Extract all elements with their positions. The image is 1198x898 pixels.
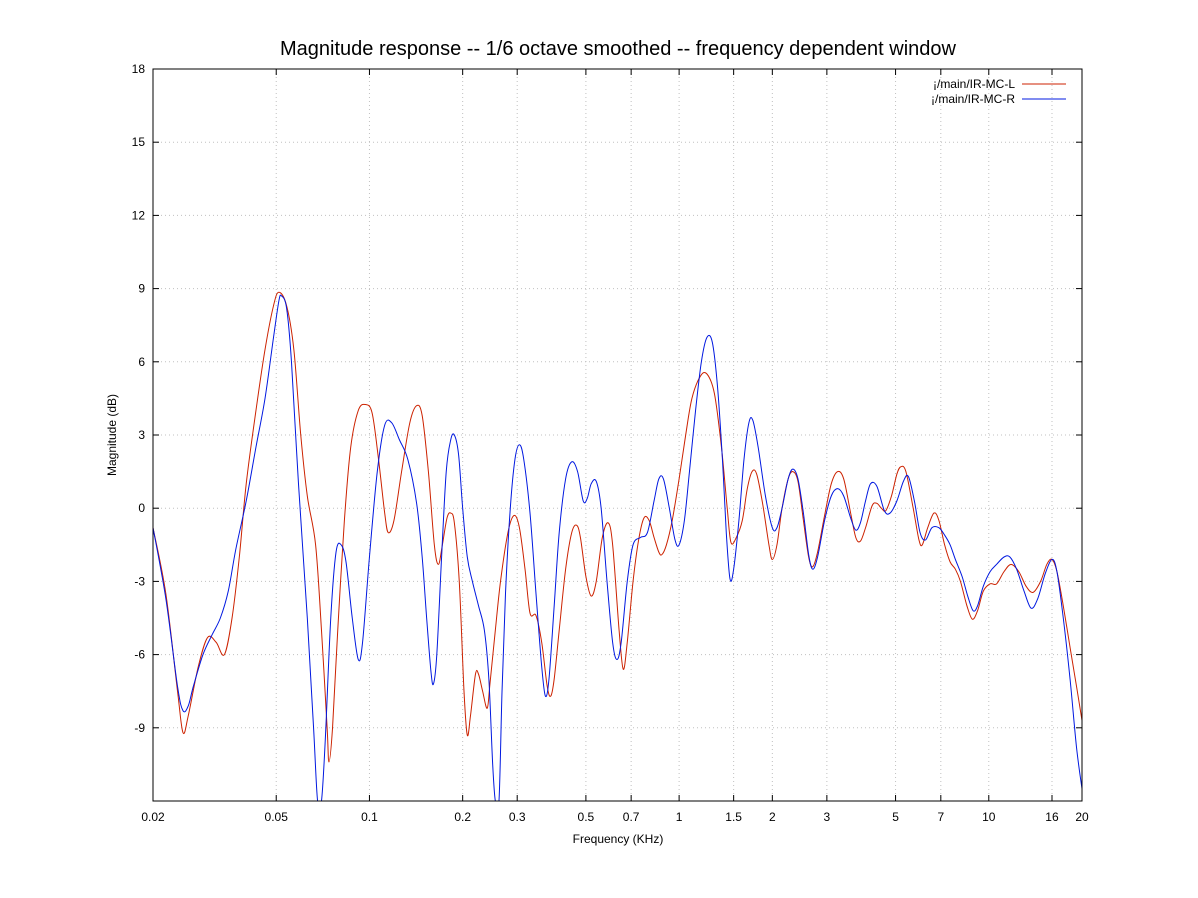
x-tick-label: 5 — [892, 810, 899, 824]
x-tick-label: 0.05 — [265, 810, 289, 824]
chart-title: Magnitude response -- 1/6 octave smoothe… — [280, 38, 957, 60]
x-axis-label: Frequency (KHz) — [573, 832, 664, 846]
x-tick-label: 0.7 — [623, 810, 640, 824]
y-tick-label: 18 — [132, 62, 146, 76]
plot-area — [153, 291, 1082, 801]
x-tick-label: 2 — [769, 810, 776, 824]
x-tick-label: 0.02 — [141, 810, 165, 824]
y-tick-label: 9 — [138, 282, 145, 296]
x-tick-label: 1 — [676, 810, 683, 824]
x-tick-label: 0.1 — [361, 810, 378, 824]
y-tick-label: 6 — [138, 355, 145, 369]
legend: ¡/main/IR-MC-L¡/main/IR-MC-R — [931, 77, 1066, 106]
y-tick-label: -9 — [134, 721, 145, 735]
y-tick-labels: -9 -6 -3 0 3 6 9 12 15 18 — [132, 62, 146, 735]
y-tick-label: 15 — [132, 135, 146, 149]
y-tick-label: 12 — [132, 208, 146, 222]
x-tick-label: 1.5 — [725, 810, 742, 824]
x-tick-labels: 0.02 0.05 0.1 0.2 0.3 0.5 0.7 1 1.5 2 3 5 7 10 16 20 — [141, 810, 1089, 824]
y-tick-label: 3 — [138, 428, 145, 442]
x-tick-label: 16 — [1045, 810, 1059, 824]
y-axis-label: Magnitude (dB) — [105, 394, 119, 476]
series-line-left — [153, 291, 1082, 763]
y-tick-label: -6 — [134, 648, 145, 662]
legend-label: ¡/main/IR-MC-R — [931, 92, 1015, 106]
axis-ticks — [152, 68, 1083, 801]
x-tick-label: 3 — [824, 810, 831, 824]
y-tick-label: -3 — [134, 574, 145, 588]
y-tick-label: 0 — [138, 501, 145, 515]
legend-label: ¡/main/IR-MC-L — [933, 77, 1015, 91]
x-tick-label: 0.2 — [454, 810, 471, 824]
x-tick-label: 10 — [982, 810, 996, 824]
x-tick-label: 20 — [1075, 810, 1089, 824]
series-line-right — [153, 294, 1082, 801]
x-tick-label: 0.3 — [509, 810, 526, 824]
x-tick-label: 7 — [937, 810, 944, 824]
x-tick-label: 0.5 — [578, 810, 595, 824]
grid — [153, 69, 1082, 801]
